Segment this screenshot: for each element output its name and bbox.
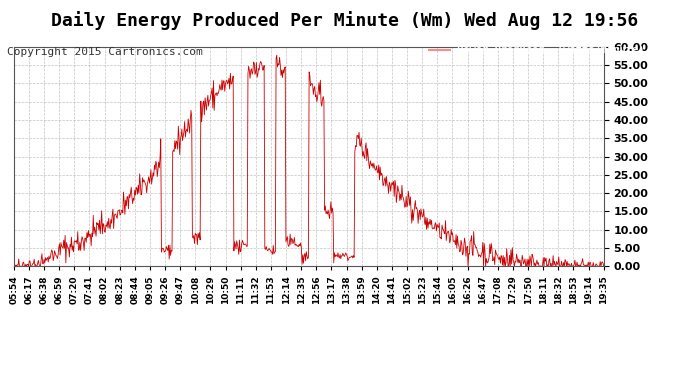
Text: Daily Energy Produced Per Minute (Wm) Wed Aug 12 19:56: Daily Energy Produced Per Minute (Wm) We… [51,11,639,30]
Text: Power Produced  (watts/minute): Power Produced (watts/minute) [457,45,644,55]
Text: Copyright 2015 Cartronics.com: Copyright 2015 Cartronics.com [7,47,203,57]
